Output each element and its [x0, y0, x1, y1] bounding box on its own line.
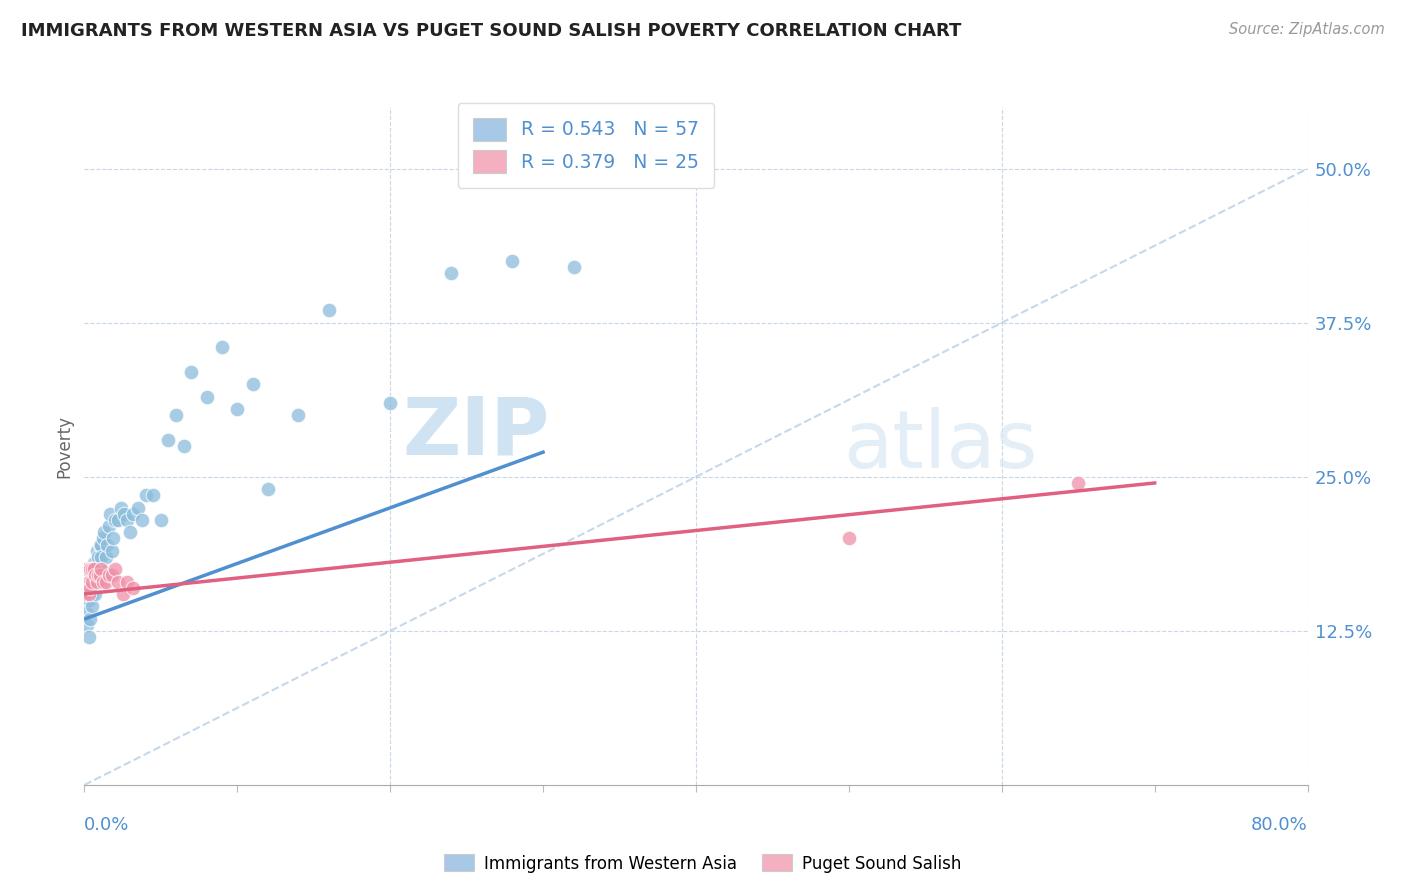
Y-axis label: Poverty: Poverty	[55, 415, 73, 477]
Text: Source: ZipAtlas.com: Source: ZipAtlas.com	[1229, 22, 1385, 37]
Point	[80, 587, 103, 601]
Point	[112, 507, 135, 521]
Text: IMMIGRANTS FROM WESTERN ASIA VS PUGET SOUND SALISH POVERTY CORRELATION CHART: IMMIGRANTS FROM WESTERN ASIA VS PUGET SO…	[21, 22, 962, 40]
Point	[79, 581, 101, 595]
Point	[91, 532, 114, 546]
Point	[80, 574, 103, 589]
Point	[115, 574, 138, 589]
Point	[76, 562, 98, 576]
Text: ZIP: ZIP	[402, 393, 550, 472]
Point	[87, 549, 110, 564]
Point	[287, 408, 309, 422]
Legend: Immigrants from Western Asia, Puget Sound Salish: Immigrants from Western Asia, Puget Soun…	[437, 847, 969, 880]
Point	[502, 254, 524, 268]
Point	[318, 303, 340, 318]
Point	[115, 513, 138, 527]
Point	[440, 267, 463, 281]
Point	[86, 543, 108, 558]
Point	[79, 611, 101, 625]
Point	[83, 556, 105, 570]
Text: 80.0%: 80.0%	[1251, 816, 1308, 834]
Point	[97, 568, 120, 582]
Point	[89, 568, 111, 582]
Point	[101, 568, 124, 582]
Point	[180, 365, 202, 379]
Point	[91, 574, 114, 589]
Text: atlas: atlas	[842, 407, 1038, 485]
Point	[98, 507, 121, 521]
Point	[211, 340, 233, 354]
Point	[120, 525, 142, 540]
Point	[77, 574, 100, 589]
Point	[107, 574, 129, 589]
Point	[94, 549, 117, 564]
Point	[142, 488, 165, 502]
Point	[76, 581, 98, 595]
Point	[127, 500, 149, 515]
Point	[122, 581, 145, 595]
Text: 0.0%: 0.0%	[84, 816, 129, 834]
Point	[86, 568, 108, 582]
Point	[86, 574, 108, 589]
Point	[75, 606, 97, 620]
Point	[149, 513, 172, 527]
Point	[107, 513, 129, 527]
Point	[94, 574, 117, 589]
Point	[80, 562, 103, 576]
Point	[79, 562, 101, 576]
Point	[111, 587, 134, 601]
Point	[90, 538, 112, 552]
Point	[96, 538, 118, 552]
Point	[135, 488, 157, 502]
Point	[173, 439, 195, 453]
Point	[87, 574, 110, 589]
Point	[83, 574, 105, 589]
Point	[110, 500, 132, 515]
Point	[1067, 475, 1090, 490]
Point	[77, 593, 100, 607]
Point	[101, 543, 124, 558]
Point	[104, 562, 127, 576]
Point	[226, 402, 249, 417]
Legend: R = 0.543   N = 57, R = 0.379   N = 25: R = 0.543 N = 57, R = 0.379 N = 25	[457, 103, 714, 188]
Point	[76, 617, 98, 632]
Point	[104, 513, 127, 527]
Point	[257, 482, 280, 496]
Point	[84, 562, 107, 576]
Point	[122, 507, 145, 521]
Point	[77, 630, 100, 644]
Point	[93, 525, 115, 540]
Point	[87, 568, 110, 582]
Point	[77, 587, 100, 601]
Point	[103, 532, 125, 546]
Point	[79, 587, 101, 601]
Point	[165, 408, 187, 422]
Point	[75, 587, 97, 601]
Point	[84, 568, 107, 582]
Point	[97, 519, 120, 533]
Point	[838, 532, 860, 546]
Point	[157, 433, 180, 447]
Point	[80, 568, 103, 582]
Point	[80, 599, 103, 614]
Point	[380, 396, 402, 410]
Point	[89, 538, 111, 552]
Point	[562, 260, 585, 275]
Point	[90, 562, 112, 576]
Point	[242, 377, 264, 392]
Point	[83, 562, 105, 576]
Point	[195, 390, 218, 404]
Point	[89, 562, 111, 576]
Point	[131, 513, 153, 527]
Point	[90, 549, 112, 564]
Point	[84, 587, 107, 601]
